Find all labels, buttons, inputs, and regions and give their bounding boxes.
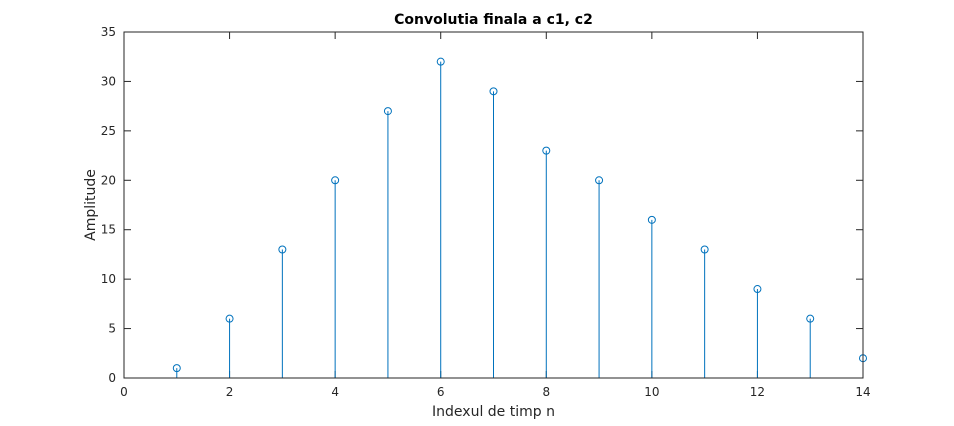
y-tick-label: 25 [101, 124, 116, 138]
y-axis-label: Amplitude [83, 169, 99, 241]
x-tick-label: 2 [226, 385, 234, 399]
stem-marker [542, 146, 551, 155]
x-tick-label: 8 [542, 385, 550, 399]
stem-marker [595, 176, 604, 185]
y-tick-label: 35 [101, 25, 116, 39]
x-tick-label: 10 [644, 385, 659, 399]
stem-marker [806, 314, 815, 323]
stem-marker [172, 364, 181, 373]
y-tick-label: 5 [108, 322, 116, 336]
ticks-layer: 0 2 4 6 8 10 12 14 0 5 10 15 20 25 30 35 [101, 25, 871, 399]
stem-marker [383, 107, 392, 116]
stem-marker [225, 314, 234, 323]
x-axis-label: Indexul de timp n [432, 404, 555, 420]
stem-marker [278, 245, 287, 254]
axes-box [123, 31, 864, 379]
x-tick-label: 6 [437, 385, 445, 399]
x-tick-label: 12 [750, 385, 765, 399]
y-tick-label: 0 [108, 371, 116, 385]
y-tick-label: 30 [101, 74, 116, 88]
chart-title: Convolutia finala a c1, c2 [394, 12, 593, 28]
stem-marker [331, 176, 340, 185]
x-tick-label: 0 [120, 385, 128, 399]
stems-layer [172, 57, 867, 378]
y-tick-label: 15 [101, 223, 116, 237]
stem-marker [436, 57, 445, 66]
stem-marker [753, 285, 762, 294]
stem-marker [489, 87, 498, 96]
y-tick-label: 20 [101, 173, 116, 187]
y-tick-label: 10 [101, 272, 116, 286]
x-tick-label: 4 [331, 385, 339, 399]
stem-marker [647, 215, 656, 224]
x-tick-label: 14 [855, 385, 870, 399]
stem-marker [700, 245, 709, 254]
